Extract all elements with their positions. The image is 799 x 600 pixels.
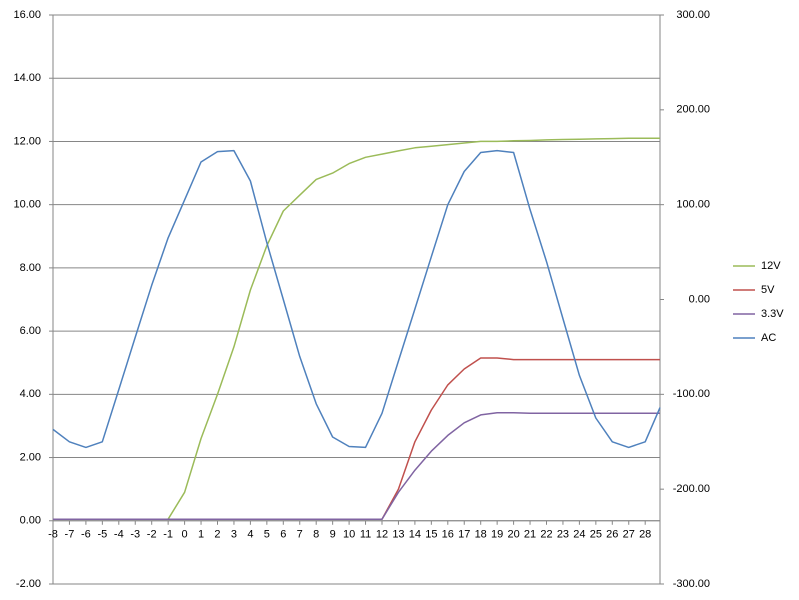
- y2-tick-label: -200.00: [673, 483, 710, 495]
- x-tick-label: 20: [507, 529, 519, 541]
- y2-tick-label: -300.00: [673, 578, 710, 590]
- x-tick-label: -4: [114, 529, 124, 541]
- x-tick-label: -6: [81, 529, 91, 541]
- series-line: [52, 149, 661, 449]
- x-tick-label: 4: [247, 529, 253, 541]
- x-tick-label: 7: [297, 529, 303, 541]
- y-tick-label: 2.00: [20, 451, 41, 463]
- x-tick-label: 3: [231, 529, 237, 541]
- x-tick-label: -8: [48, 529, 58, 541]
- y-tick-label: 14.00: [13, 72, 41, 84]
- y-tick-label: 8.00: [20, 262, 41, 274]
- x-tick-label: 17: [458, 529, 470, 541]
- y-tick-label: 4.00: [20, 388, 41, 400]
- x-tick-label: 13: [392, 529, 404, 541]
- x-tick-label: 10: [343, 529, 355, 541]
- x-tick-label: 18: [475, 529, 487, 541]
- y2-tick-label: 100.00: [676, 199, 710, 211]
- legend-label: AC: [761, 332, 776, 344]
- y-tick-label: 6.00: [20, 325, 41, 337]
- x-tick-label: 21: [524, 529, 536, 541]
- x-tick-label: 16: [442, 529, 454, 541]
- x-tick-label: 12: [376, 529, 388, 541]
- y2-tick-label: -100.00: [673, 388, 710, 400]
- x-tick-label: 19: [491, 529, 503, 541]
- x-tick-label: 1: [198, 529, 204, 541]
- x-tick-label: 23: [557, 529, 569, 541]
- x-tick-label: 14: [409, 529, 421, 541]
- x-tick-label: 28: [639, 529, 651, 541]
- x-tick-label: 9: [330, 529, 336, 541]
- x-tick-label: 2: [214, 529, 220, 541]
- y-tick-label: -2.00: [16, 578, 41, 590]
- legend-label: 3.3V: [761, 308, 784, 320]
- x-tick-label: 27: [623, 529, 635, 541]
- y2-tick-label: 200.00: [676, 104, 710, 116]
- x-tick-label: 24: [573, 529, 585, 541]
- y2-tick-label: 300.00: [676, 9, 710, 21]
- legend-label: 12V: [761, 260, 781, 272]
- y-tick-label: 10.00: [13, 199, 41, 211]
- x-tick-label: 25: [590, 529, 602, 541]
- x-tick-label: 5: [264, 529, 270, 541]
- x-tick-label: 11: [360, 529, 371, 541]
- y-tick-label: 16.00: [13, 9, 41, 21]
- x-tick-label: 22: [540, 529, 552, 541]
- y-tick-label: 12.00: [13, 135, 41, 147]
- x-tick-label: -1: [163, 529, 173, 541]
- series-line: [53, 411, 660, 520]
- series-line: [53, 137, 660, 520]
- x-tick-label: 26: [606, 529, 618, 541]
- x-tick-label: 0: [182, 529, 188, 541]
- y2-tick-label: 0.00: [689, 293, 710, 305]
- x-tick-label: 8: [313, 529, 319, 541]
- legend-label: 5V: [761, 284, 775, 296]
- x-tick-label: 6: [280, 529, 286, 541]
- x-tick-label: -2: [147, 529, 157, 541]
- x-tick-label: 15: [425, 529, 437, 541]
- x-tick-label: -3: [130, 529, 140, 541]
- series-line: [53, 357, 660, 520]
- x-tick-label: -7: [65, 529, 75, 541]
- x-tick-label: -5: [97, 529, 107, 541]
- y-tick-label: 0.00: [20, 515, 41, 527]
